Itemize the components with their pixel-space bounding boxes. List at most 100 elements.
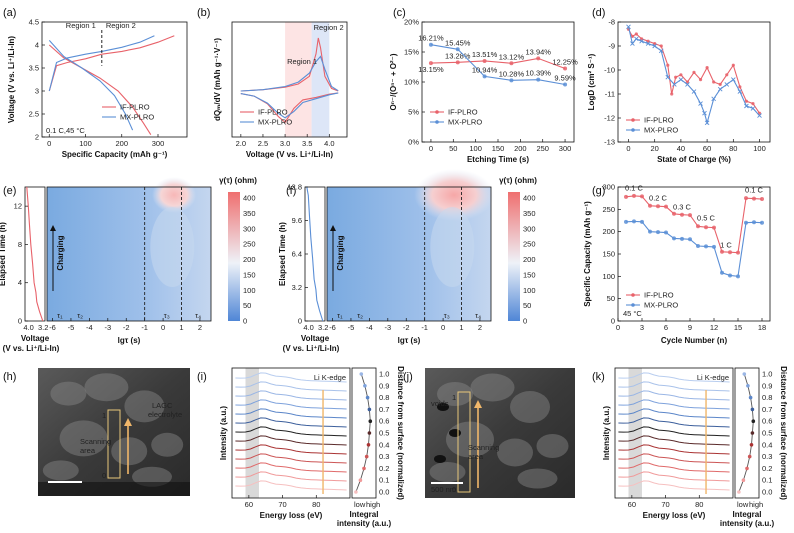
panel-label: (j) xyxy=(403,371,413,383)
arrow-head xyxy=(330,225,336,231)
data-point xyxy=(665,74,671,80)
y-tick-label: -11 xyxy=(605,90,615,99)
x-tick-label: 9 xyxy=(688,323,692,332)
y-tick-label: 100 xyxy=(602,272,615,281)
y-tick-label: 0 xyxy=(18,317,22,326)
x-tick-label: -1 xyxy=(421,323,428,332)
y-axis-label: dQₘ/dV (mAh g⁻¹·V⁻¹) xyxy=(213,38,222,121)
y-tick-label: 6.4 xyxy=(292,250,302,259)
panel-g: (g) 0.1 C 0.2 C 0.3 C 0.5 C 1 C 0.1 C 45 °CIF-P… xyxy=(583,183,771,345)
y-tick-label: 3 xyxy=(35,87,39,96)
plot-frame xyxy=(46,186,212,322)
data-point xyxy=(692,70,696,74)
data-point xyxy=(725,73,729,77)
colorbar-tick: 300 xyxy=(523,224,536,233)
side-y-tick: 0.0 xyxy=(379,488,389,497)
integral-point xyxy=(749,443,754,447)
data-point xyxy=(744,196,748,201)
data-point xyxy=(536,77,541,82)
electrolyte-label: electrolyte xyxy=(148,410,182,419)
spectrum-line xyxy=(235,435,347,446)
side-y-tick: 0.3 xyxy=(762,452,772,461)
grain xyxy=(497,438,533,467)
plot-frame xyxy=(231,367,351,499)
data-point xyxy=(712,225,716,230)
tau-label: τ₄ xyxy=(195,311,201,320)
colorbar xyxy=(508,192,520,321)
legend-marker xyxy=(631,303,635,307)
y-tick-label: 20% xyxy=(404,18,419,27)
data-point xyxy=(751,102,755,106)
x-tick-label: 300 xyxy=(152,139,165,148)
data-point xyxy=(728,273,732,278)
data-label: 12.25% xyxy=(552,58,578,67)
integral-point xyxy=(751,419,756,424)
colorbar xyxy=(228,192,240,321)
data-point xyxy=(680,212,684,217)
panel-label: (g) xyxy=(592,185,605,197)
y-tick-label: -8 xyxy=(608,18,615,27)
colorbar-tick: 150 xyxy=(523,270,536,279)
x-axis-label: Etching Time (s) xyxy=(467,155,529,164)
data-point xyxy=(482,58,487,63)
panel-label: (i) xyxy=(197,371,207,383)
scanning-area-label: Scanning xyxy=(80,437,111,446)
data-point xyxy=(736,250,740,255)
plot-frame xyxy=(326,186,492,322)
colorbar-tick: 50 xyxy=(243,301,251,310)
data-point xyxy=(718,82,722,86)
legend-label: MX-PLRO xyxy=(448,118,482,127)
y-tick-label: 300 xyxy=(602,183,615,192)
data-point xyxy=(656,204,660,209)
y-axis-label: Specific Capacity (mAh g⁻¹) xyxy=(583,201,592,307)
x-tick-label: -3 xyxy=(104,323,111,332)
y-tick-label: 5% xyxy=(408,108,419,117)
spectrum-line xyxy=(618,480,730,491)
x-tick-label: 0 xyxy=(161,323,165,332)
data-point xyxy=(744,99,749,103)
data-point xyxy=(672,236,676,241)
y-axis-label: Voltage (V vs. Li⁺/Li-In) xyxy=(7,36,16,124)
panel-label: (e) xyxy=(3,185,16,197)
colorbar-tick: 100 xyxy=(523,286,536,295)
region-2-label: Region 2 xyxy=(314,23,344,32)
x-axis-label: Specific Capacity (mAh g⁻¹) xyxy=(62,150,168,159)
voids-label: voids xyxy=(431,399,449,408)
y-tick-label: -12 xyxy=(604,114,615,123)
data-label: 13.28% xyxy=(445,51,471,60)
colorbar-tick: 300 xyxy=(243,224,256,233)
data-point xyxy=(656,230,660,235)
y-axis-label: Oⁿ⁻/(Oⁿ⁻ + O²⁻) xyxy=(389,53,398,110)
panel-label: (b) xyxy=(197,7,210,19)
x-tick-label: 250 xyxy=(536,144,549,153)
panel-label: (c) xyxy=(393,7,406,19)
void xyxy=(434,455,446,463)
data-point xyxy=(724,82,730,87)
grain xyxy=(470,373,515,402)
x-tick-label: 100 xyxy=(753,144,766,153)
y-tick-label: 200 xyxy=(602,227,615,236)
series-line xyxy=(625,220,763,277)
data-point xyxy=(640,194,644,199)
colorbar-tick: 250 xyxy=(243,240,256,249)
region-2-label: Region 2 xyxy=(106,21,136,30)
y-tick-label: 15% xyxy=(404,48,419,57)
data-point xyxy=(717,86,723,92)
integral-point xyxy=(741,478,746,483)
edge-title: Li K-edge xyxy=(697,373,729,382)
grain xyxy=(510,391,550,423)
side-x-tick: high xyxy=(366,500,380,509)
rate-label: 0.5 C xyxy=(697,214,716,223)
tau-label: τ₄ xyxy=(475,311,481,320)
data-point xyxy=(702,110,707,116)
series-line xyxy=(430,57,566,70)
y-tick-label: 4 xyxy=(35,41,39,50)
x-tick-label: 50 xyxy=(449,144,457,153)
data-point xyxy=(679,73,683,77)
colorbar-tick: 50 xyxy=(523,301,531,310)
data-point xyxy=(750,106,756,111)
x-axis-label: lgτ (s) xyxy=(398,336,421,345)
grain xyxy=(429,462,466,482)
